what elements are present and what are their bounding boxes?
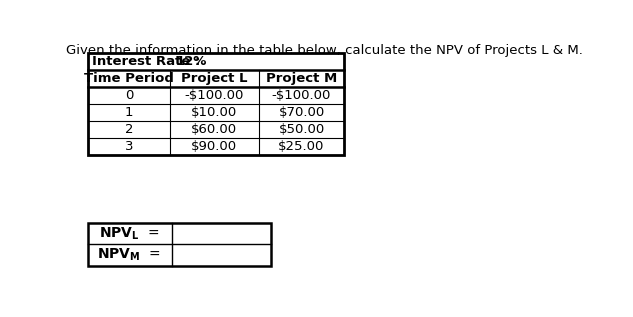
Text: $10.00: $10.00 — [191, 106, 237, 119]
Text: Interest Rate :: Interest Rate : — [92, 55, 201, 68]
Text: 1: 1 — [125, 106, 134, 119]
Text: $50.00: $50.00 — [279, 123, 325, 136]
Text: 3: 3 — [125, 140, 134, 153]
Text: Time Period: Time Period — [84, 72, 174, 85]
Text: $70.00: $70.00 — [279, 106, 325, 119]
Text: $90.00: $90.00 — [191, 140, 237, 153]
Text: -$100.00: -$100.00 — [185, 89, 244, 102]
Text: $\mathbf{NPV_L}$  =: $\mathbf{NPV_L}$ = — [99, 225, 159, 242]
Text: Project M: Project M — [266, 72, 337, 85]
Bar — [89, 54, 344, 155]
Text: 12%: 12% — [176, 55, 208, 68]
Text: $25.00: $25.00 — [279, 140, 325, 153]
Text: 2: 2 — [125, 123, 134, 136]
Bar — [89, 223, 272, 266]
Text: -$100.00: -$100.00 — [272, 89, 331, 102]
Text: Given the information in the table below, calculate the NPV of Projects L & M.: Given the information in the table below… — [66, 44, 582, 57]
Text: Project L: Project L — [181, 72, 248, 85]
Text: 0: 0 — [125, 89, 134, 102]
Text: $\mathbf{NPV_M}$  =: $\mathbf{NPV_M}$ = — [97, 247, 161, 263]
Text: $60.00: $60.00 — [191, 123, 237, 136]
